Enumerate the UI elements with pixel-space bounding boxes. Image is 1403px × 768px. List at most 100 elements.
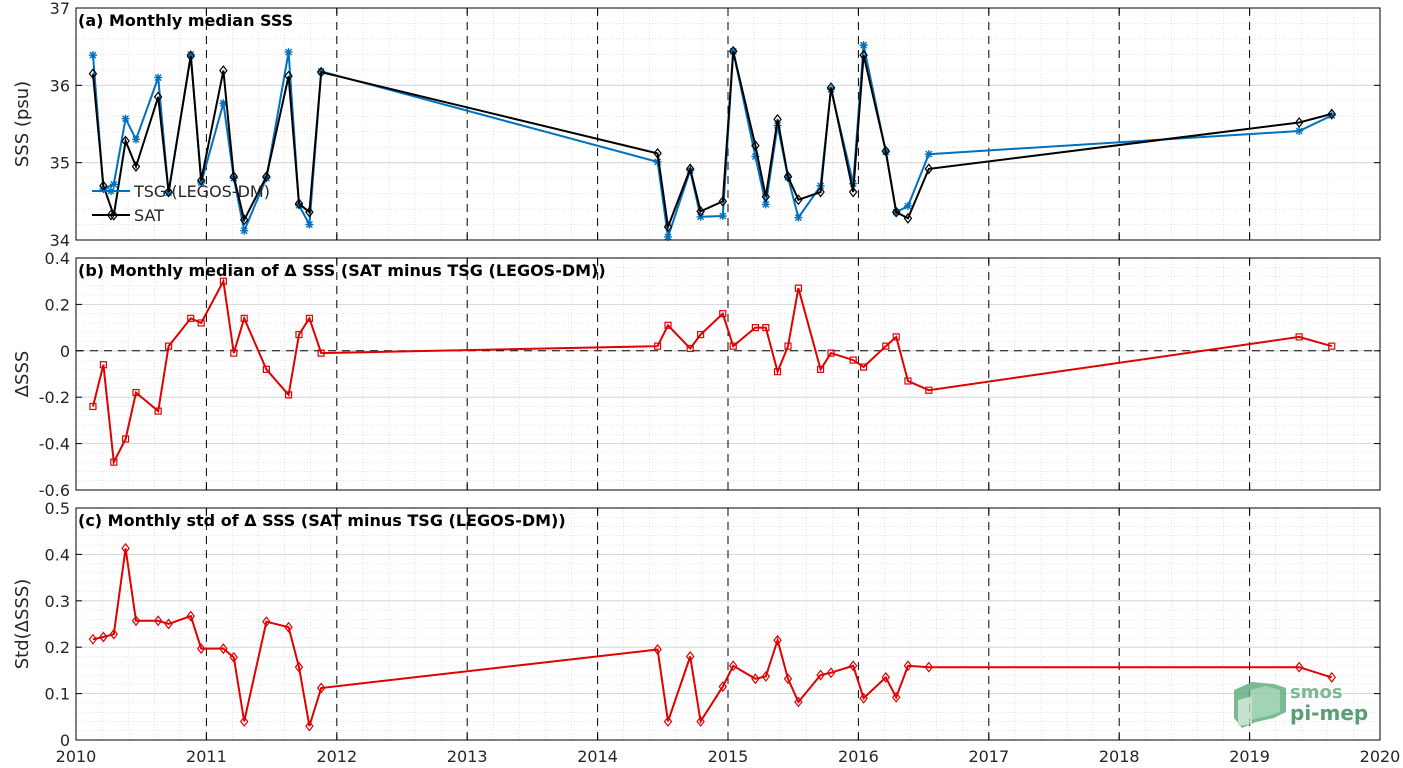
data-point-diamond [316,682,326,694]
y-tick-label: 0.3 [45,592,70,611]
data-point-square [794,284,803,292]
data-point-diamond [859,692,868,704]
data-point-diamond [696,715,705,727]
data-point-diamond [131,161,141,173]
data-point-diamond [99,631,108,643]
data-point-star [653,157,662,166]
data-point-diamond [848,660,858,672]
data-point-diamond [685,163,695,175]
data-point-diamond [164,186,173,198]
data-point-square [827,349,835,357]
data-point-square [773,368,782,376]
data-point-diamond [109,628,119,640]
x-tick-label: 2015 [708,747,749,766]
data-point-diamond [696,205,705,217]
data-point-diamond [316,66,326,78]
data-point-diamond [924,661,934,673]
y-tick-label: 0.4 [45,249,70,268]
data-point-square [262,365,270,373]
data-point-square [187,314,195,322]
data-point-diamond [284,621,293,633]
data-point-diamond [153,91,163,103]
data-point-diamond [1327,671,1337,683]
x-tick-label: 2017 [968,747,1009,766]
data-point-star [99,184,108,193]
data-point-diamond [663,221,673,233]
data-point-square [784,342,792,350]
x-axis-tick-labels: 2010 2011 2012 2013 2014 2015 2016 2017 2018 2019… [56,747,1401,766]
data-point-diamond [219,65,228,77]
legend: TSG (LEGOS-DM) SAT [92,182,270,225]
data-point-diamond [848,186,858,198]
data-point-diamond [186,50,196,62]
data-point-diamond [891,206,901,218]
data-point-square [729,342,737,350]
data-point-diamond [718,681,728,693]
data-point-square [849,356,857,364]
y-axis-label: SSS (psu) [12,81,33,167]
data-point-diamond [751,140,760,152]
data-point-square [925,386,933,394]
data-point-diamond [239,214,249,226]
y-tick-label: 0.1 [45,685,70,704]
data-point-square [295,330,303,339]
legend-label-sat: SAT [134,206,164,225]
y-axis-label: ΔSSS [12,351,33,398]
data-point-square [154,407,162,415]
panel-title: (c) Monthly std of Δ SSS (SAT minus TSG … [78,511,566,530]
data-point-star [88,51,97,60]
y-tick-label: 0.2 [45,638,70,657]
data-point-star [1327,111,1336,120]
data-point-diamond [761,670,771,682]
x-tick-label: 2019 [1229,747,1270,766]
data-point-diamond [816,186,825,198]
data-point-star [131,135,140,144]
data-point-diamond [718,195,728,207]
data-point-square [762,324,770,332]
data-point-square [132,388,140,397]
data-point-star [664,232,673,241]
data-point-diamond [773,113,782,125]
data-point-diamond [685,651,695,662]
data-point-diamond [751,673,760,685]
y-tick-label: 34 [50,231,70,250]
series-line-0-1 [92,51,1333,231]
data-point-square [110,458,118,466]
data-point-square [719,310,727,318]
x-tick-label: 2018 [1099,747,1140,766]
data-point-diamond [783,171,793,183]
y-tick-label: 0 [60,342,70,361]
data-point-diamond [859,49,868,61]
data-point-diamond [903,212,913,224]
x-tick-label: 2012 [316,747,357,766]
data-point-diamond [826,667,836,679]
logo-emblem-icon [1234,682,1286,728]
data-point-diamond [728,45,738,57]
y-tick-label: 0.2 [45,295,70,314]
data-point-diamond [728,660,738,672]
panel-b-delta-sss: -0.6 -0.4 -0.2 0 0.2 0.4 ΔSSS (b) Monthly media… [12,249,1381,500]
data-point-diamond [131,615,141,627]
data-point-diamond [121,135,130,147]
data-point-diamond [903,660,913,672]
data-point-square [697,330,705,339]
data-point-square [653,342,662,350]
data-point-square [219,277,227,285]
data-point-diamond [186,610,196,622]
data-point-star [794,213,803,222]
data-point-star [718,212,727,221]
data-point-square [89,402,97,411]
data-point-diamond [305,206,314,218]
y-tick-label: -0.6 [39,481,70,500]
x-tick-label: 2014 [577,747,618,766]
data-point-square [860,363,868,371]
logo-text-pi-mep: pi-mep [1290,701,1368,725]
data-point-diamond [88,68,98,80]
data-point-diamond [88,633,98,645]
data-point-square [1328,342,1336,350]
data-point-diamond [924,163,934,175]
data-point-square [904,377,912,385]
data-point-star [240,226,249,235]
y-tick-label: 0.4 [45,545,70,564]
data-point-square [121,435,130,443]
